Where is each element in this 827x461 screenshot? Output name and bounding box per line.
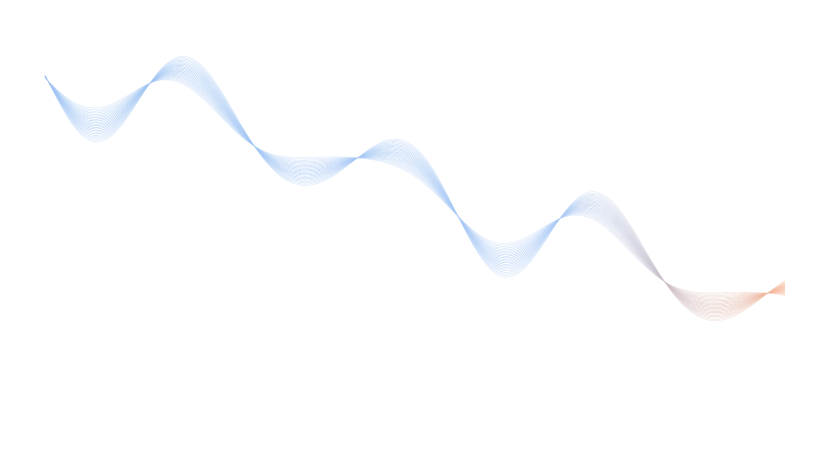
wave-line (44, 59, 786, 317)
wave-line (44, 72, 786, 304)
wave-line (44, 77, 786, 296)
wave-line (44, 77, 786, 296)
wave-line (44, 61, 786, 316)
wave-line (44, 75, 786, 300)
wave-line (44, 62, 786, 315)
wave-line (44, 58, 786, 319)
wave-line (44, 64, 786, 312)
wave-line (44, 63, 786, 313)
wave-line (44, 56, 786, 321)
wave-line (44, 74, 786, 302)
wave-line (44, 66, 786, 311)
wave-line (44, 76, 786, 299)
wave-line (44, 70, 786, 306)
wave-line (44, 69, 786, 307)
wave-line (44, 73, 786, 303)
wave-line (44, 67, 786, 310)
wave-line (44, 76, 786, 298)
wave-lines (44, 56, 786, 321)
wave-line (44, 68, 786, 308)
wave-line (44, 57, 786, 320)
wave-line (44, 77, 786, 296)
